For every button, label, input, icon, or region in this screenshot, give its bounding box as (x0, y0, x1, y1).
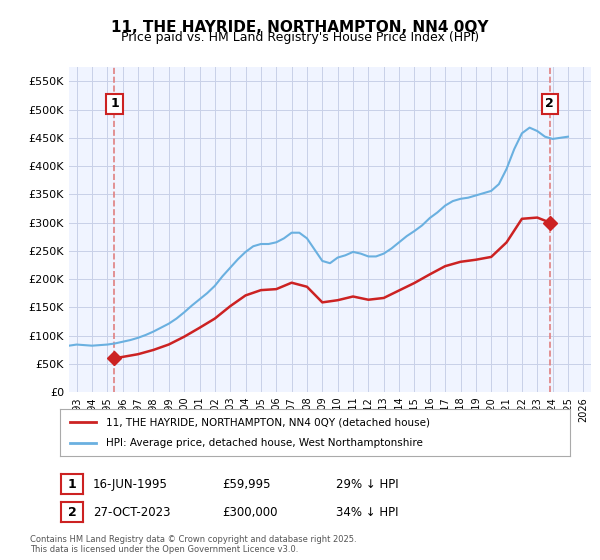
Text: 2: 2 (545, 97, 554, 110)
Text: 27-OCT-2023: 27-OCT-2023 (93, 506, 170, 519)
Text: £59,995: £59,995 (222, 478, 271, 491)
Text: 1: 1 (110, 97, 119, 110)
Text: 16-JUN-1995: 16-JUN-1995 (93, 478, 168, 491)
Text: 1: 1 (68, 478, 76, 491)
Text: £300,000: £300,000 (222, 506, 277, 519)
Text: 34% ↓ HPI: 34% ↓ HPI (336, 506, 398, 519)
Text: Contains HM Land Registry data © Crown copyright and database right 2025.
This d: Contains HM Land Registry data © Crown c… (30, 535, 356, 554)
Text: HPI: Average price, detached house, West Northamptonshire: HPI: Average price, detached house, West… (106, 438, 423, 448)
Text: Price paid vs. HM Land Registry's House Price Index (HPI): Price paid vs. HM Land Registry's House … (121, 31, 479, 44)
Text: 29% ↓ HPI: 29% ↓ HPI (336, 478, 398, 491)
Text: 2: 2 (68, 506, 76, 519)
Text: 11, THE HAYRIDE, NORTHAMPTON, NN4 0QY: 11, THE HAYRIDE, NORTHAMPTON, NN4 0QY (111, 20, 489, 35)
Text: 11, THE HAYRIDE, NORTHAMPTON, NN4 0QY (detached house): 11, THE HAYRIDE, NORTHAMPTON, NN4 0QY (d… (106, 417, 430, 427)
